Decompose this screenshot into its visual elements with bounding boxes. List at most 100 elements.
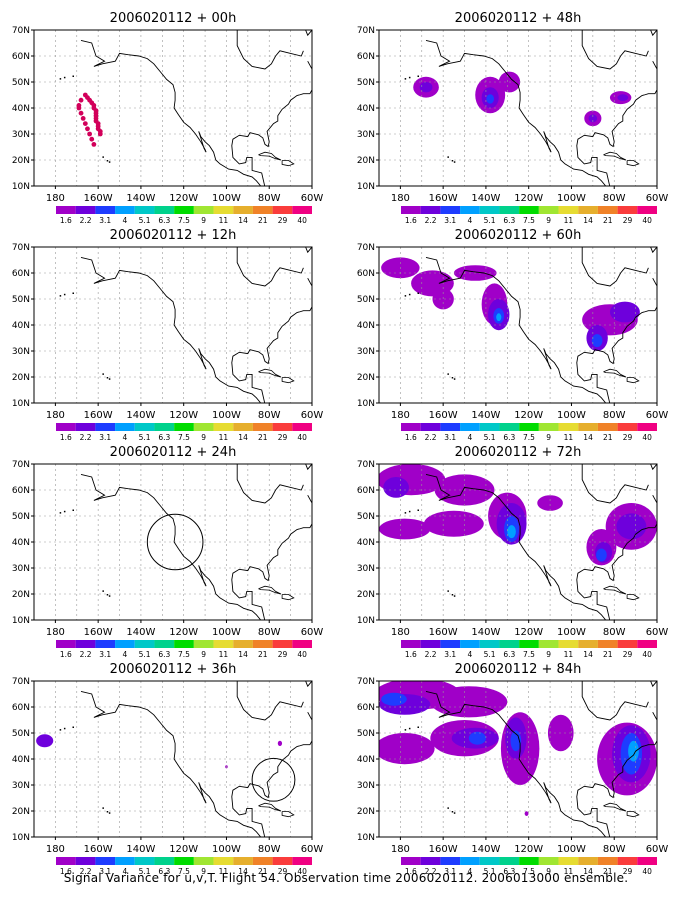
colorbar-swatch bbox=[401, 423, 421, 431]
colorbar-swatch bbox=[460, 857, 480, 865]
y-tick-label: 50N bbox=[12, 78, 30, 88]
colorbar-swatch bbox=[272, 206, 293, 214]
colorbar-swatch bbox=[519, 640, 539, 648]
colorbar-swatch bbox=[252, 423, 273, 431]
x-tick-label: 60W bbox=[301, 627, 324, 638]
panel-24h: 2006020112 + 24h 10N 20N 30N 40N 50N 60N 70N 180… bbox=[12, 445, 324, 659]
y-tick-label: 40N bbox=[12, 104, 30, 114]
x-tick-label: 120W bbox=[169, 844, 198, 855]
coastline bbox=[581, 681, 649, 721]
x-tick-label: 60W bbox=[301, 410, 324, 421]
colorbar-label: 7.5 bbox=[178, 433, 190, 442]
y-tick-label: 70N bbox=[12, 460, 30, 470]
colorbar-swatch bbox=[233, 857, 253, 865]
coastline bbox=[236, 247, 304, 287]
colorbar-label: 2.2 bbox=[80, 216, 92, 225]
colorbar-label: 4 bbox=[468, 216, 473, 225]
colorbar-label: 40 bbox=[297, 433, 307, 442]
y-tick-label: 50N bbox=[12, 512, 30, 522]
colorbar-swatch bbox=[479, 423, 500, 431]
y-tick-label: 60N bbox=[357, 52, 375, 62]
y-tick-label: 20N bbox=[12, 156, 30, 166]
islet bbox=[63, 510, 66, 513]
colorbar-swatch bbox=[292, 640, 312, 648]
colorbar-label: 14 bbox=[583, 867, 593, 876]
colorbar-label: 2.2 bbox=[80, 867, 92, 876]
x-tick-label: 180 bbox=[391, 844, 410, 855]
x-tick-label: 60W bbox=[646, 410, 669, 421]
observation-point bbox=[78, 97, 84, 103]
y-tick-label: 10N bbox=[357, 616, 375, 626]
colorbar-label: 7.5 bbox=[523, 650, 535, 659]
panel-title: 2006020112 + 12h bbox=[110, 228, 237, 243]
coastline bbox=[576, 60, 657, 186]
variance-region bbox=[419, 82, 433, 93]
islet bbox=[451, 160, 454, 162]
y-tick-label: 30N bbox=[357, 781, 375, 791]
observation-point bbox=[87, 131, 92, 137]
y-tick-label: 40N bbox=[357, 538, 375, 548]
x-tick-label: 120W bbox=[514, 627, 543, 638]
y-tick-label: 50N bbox=[12, 295, 30, 305]
y-tick-label: 50N bbox=[357, 729, 375, 739]
islet bbox=[106, 811, 109, 813]
x-tick-label: 120W bbox=[514, 844, 543, 855]
islet bbox=[451, 377, 454, 379]
colorbar-label: 21 bbox=[258, 216, 268, 225]
target-circle bbox=[251, 757, 296, 802]
colorbar-label: 5.1 bbox=[139, 867, 151, 876]
colorbar-label: 6.3 bbox=[158, 216, 170, 225]
island-outline bbox=[258, 802, 282, 812]
islet bbox=[59, 78, 62, 80]
colorbar-swatch bbox=[440, 206, 461, 214]
x-tick-label: 80W bbox=[603, 193, 626, 204]
y-tick-label: 10N bbox=[12, 399, 30, 409]
y-tick-label: 40N bbox=[357, 321, 375, 331]
x-tick-label: 100W bbox=[557, 627, 586, 638]
coastline bbox=[650, 247, 657, 254]
colorbar-label: 14 bbox=[238, 216, 248, 225]
colorbar-label: 11 bbox=[219, 433, 229, 442]
colorbar-label: 5.1 bbox=[139, 650, 151, 659]
y-tick-label: 60N bbox=[12, 486, 30, 496]
y-tick-label: 70N bbox=[12, 243, 30, 253]
islet bbox=[59, 512, 62, 514]
colorbar-label: 1.6 bbox=[60, 216, 72, 225]
panel-plot-area bbox=[379, 464, 657, 620]
colorbar-swatch bbox=[95, 857, 116, 865]
colorbar-swatch bbox=[272, 640, 293, 648]
island-outline bbox=[626, 811, 640, 818]
colorbar-label: 1.6 bbox=[405, 650, 417, 659]
island-outline bbox=[281, 377, 295, 384]
colorbar-label: 9 bbox=[201, 216, 206, 225]
colorbar-swatch bbox=[233, 206, 253, 214]
colorbar-swatch bbox=[538, 206, 559, 214]
panel-title: 2006020112 + 00h bbox=[110, 11, 237, 26]
colorbar-swatch bbox=[134, 640, 155, 648]
colorbar-swatch bbox=[558, 206, 579, 214]
y-tick-label: 70N bbox=[12, 26, 30, 36]
colorbar-label: 1.6 bbox=[60, 650, 72, 659]
coastline bbox=[236, 464, 304, 504]
colorbar-swatch bbox=[460, 423, 480, 431]
colorbar-swatch bbox=[440, 640, 461, 648]
islet bbox=[447, 156, 449, 158]
colorbar-swatch bbox=[440, 857, 461, 865]
coastline bbox=[581, 464, 649, 504]
colorbar-swatch bbox=[578, 423, 598, 431]
x-tick-label: 140W bbox=[471, 193, 500, 204]
colorbar-label: 29 bbox=[278, 867, 288, 876]
coastline bbox=[80, 39, 262, 186]
y-tick-label: 10N bbox=[12, 182, 30, 192]
y-tick-label: 40N bbox=[357, 104, 375, 114]
x-tick-label: 120W bbox=[169, 193, 198, 204]
y-tick-label: 40N bbox=[12, 755, 30, 765]
island-outline bbox=[258, 151, 282, 161]
colorbar-label: 7.5 bbox=[523, 433, 535, 442]
colorbar-label: 29 bbox=[623, 867, 633, 876]
panel-plot-area bbox=[34, 30, 312, 186]
island-outline bbox=[626, 594, 640, 601]
coastline bbox=[576, 711, 657, 837]
y-tick-label: 60N bbox=[12, 269, 30, 279]
